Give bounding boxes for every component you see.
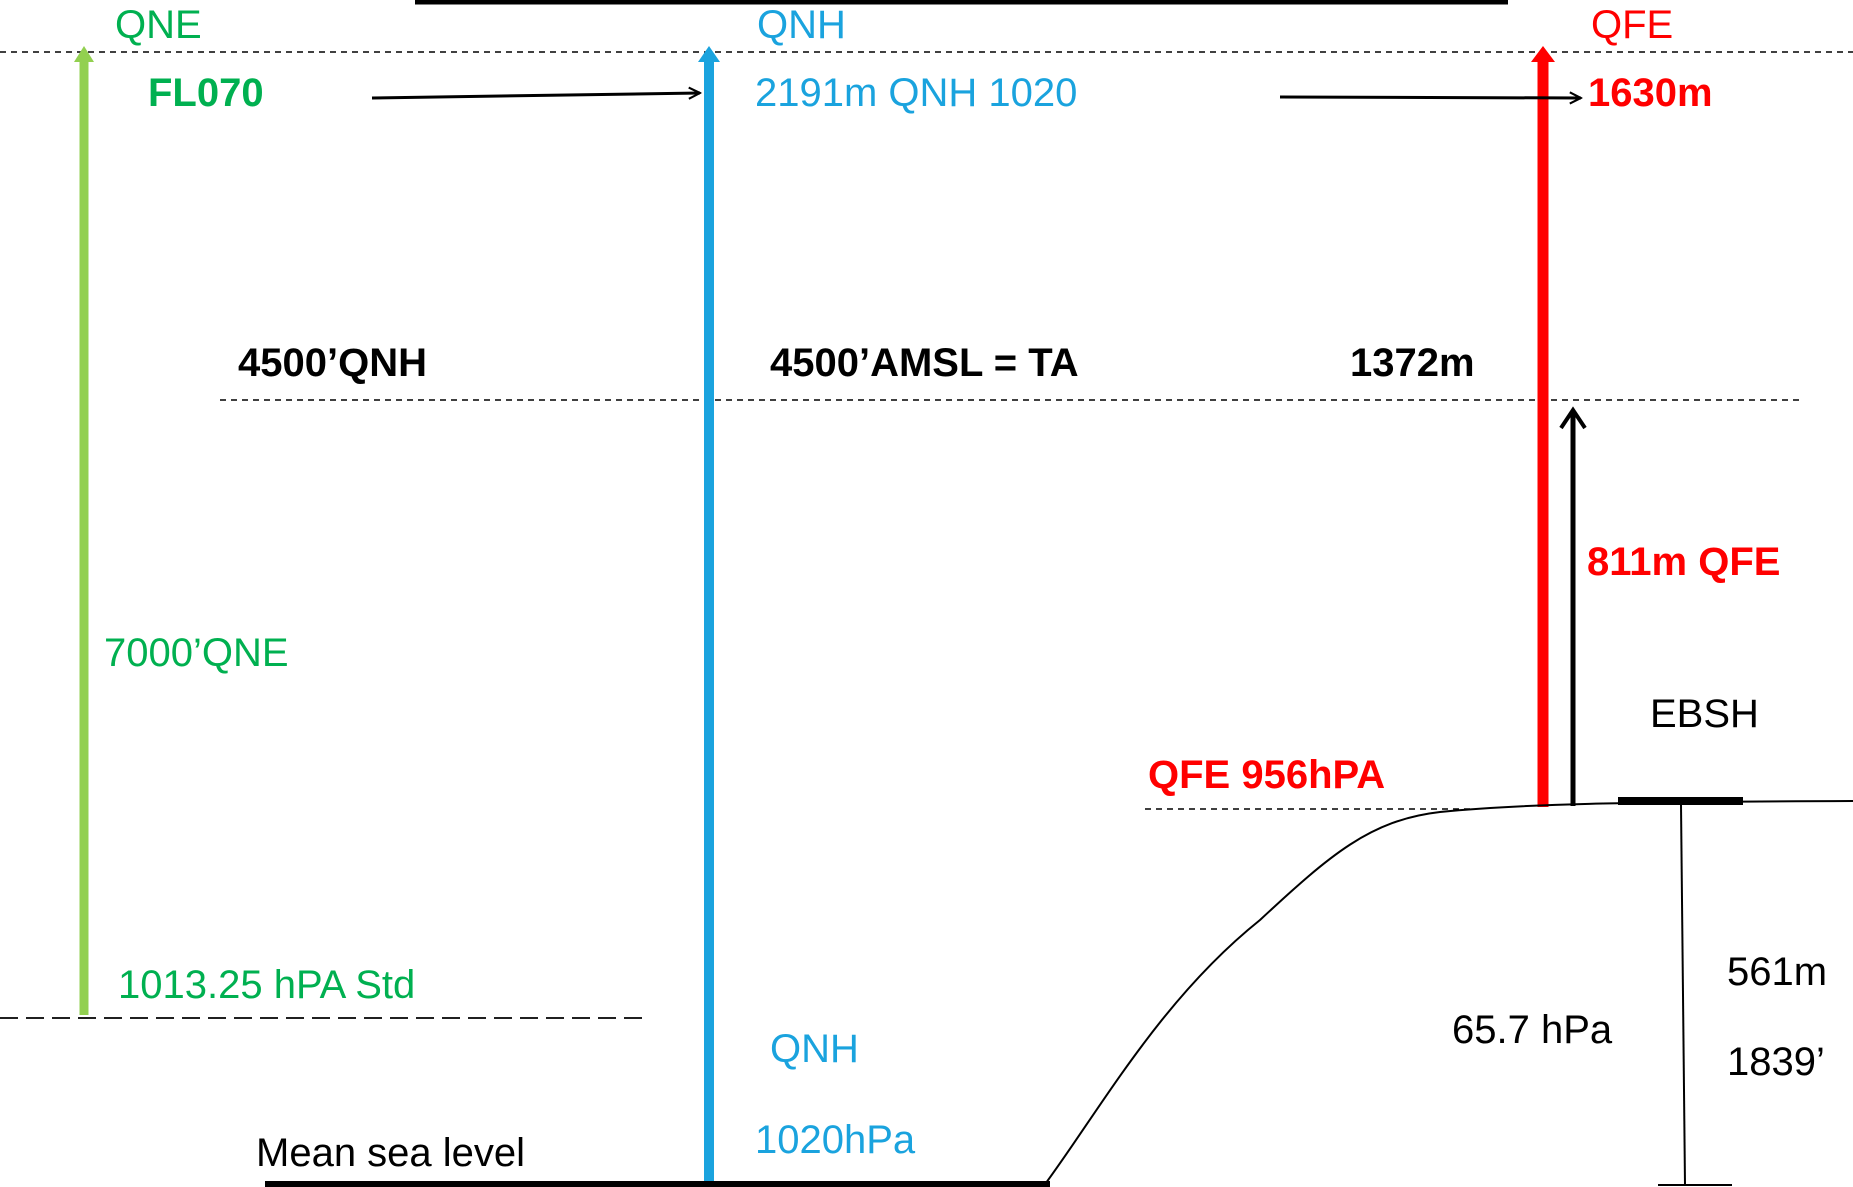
qne-flight-level: FL070 <box>148 71 264 115</box>
elevation-dimension-line <box>1681 805 1685 1185</box>
qnh-bottom-label: QNH <box>770 1027 859 1071</box>
qnh-header: QNH <box>757 3 846 47</box>
qfe-transition-height: 811m QFE <box>1587 540 1780 584</box>
qnh-to-qfe-arrow <box>1280 97 1581 98</box>
qne-std-setting: 1013.25 hPA Std <box>118 963 415 1007</box>
qne-header: QNE <box>115 3 202 47</box>
transition-qnh-label: 4500’QNH <box>238 341 427 385</box>
qfe-height-value: 1630m <box>1588 71 1713 115</box>
qfe-arrowhead <box>1531 46 1555 62</box>
transition-altitude-label: 4500’AMSL = TA <box>770 341 1079 385</box>
elevation-metres: 561m <box>1727 950 1827 994</box>
qfe-setting: QFE 956hPA <box>1148 753 1385 797</box>
qfe-header: QFE <box>1591 3 1673 47</box>
transition-metres-label: 1372m <box>1350 341 1475 385</box>
qne-arrowhead <box>74 46 94 62</box>
qnh-altitude-value: 2191m QNH 1020 <box>755 71 1077 115</box>
aerodrome-name: EBSH <box>1650 692 1759 736</box>
qne-to-qnh-arrow <box>372 93 700 98</box>
elevation-feet: 1839’ <box>1727 1040 1825 1084</box>
pressure-difference: 65.7 hPa <box>1452 1008 1613 1052</box>
terrain-profile <box>1043 801 1853 1187</box>
qnh-setting: 1020hPa <box>755 1118 916 1162</box>
msl-label: Mean sea level <box>256 1131 525 1175</box>
qne-altitude-label: 7000’QNE <box>104 631 289 675</box>
qnh-arrowhead <box>698 46 720 62</box>
